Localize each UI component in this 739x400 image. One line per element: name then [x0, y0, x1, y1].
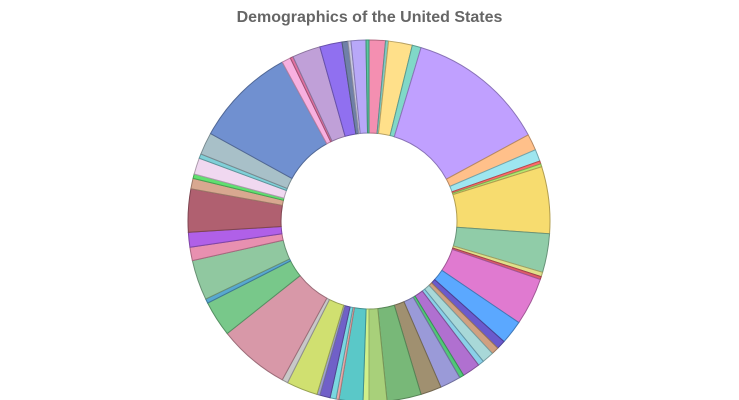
- donut-slice-54[interactable]: [365, 39, 370, 134]
- chart-title: Demographics of the United States: [236, 9, 503, 26]
